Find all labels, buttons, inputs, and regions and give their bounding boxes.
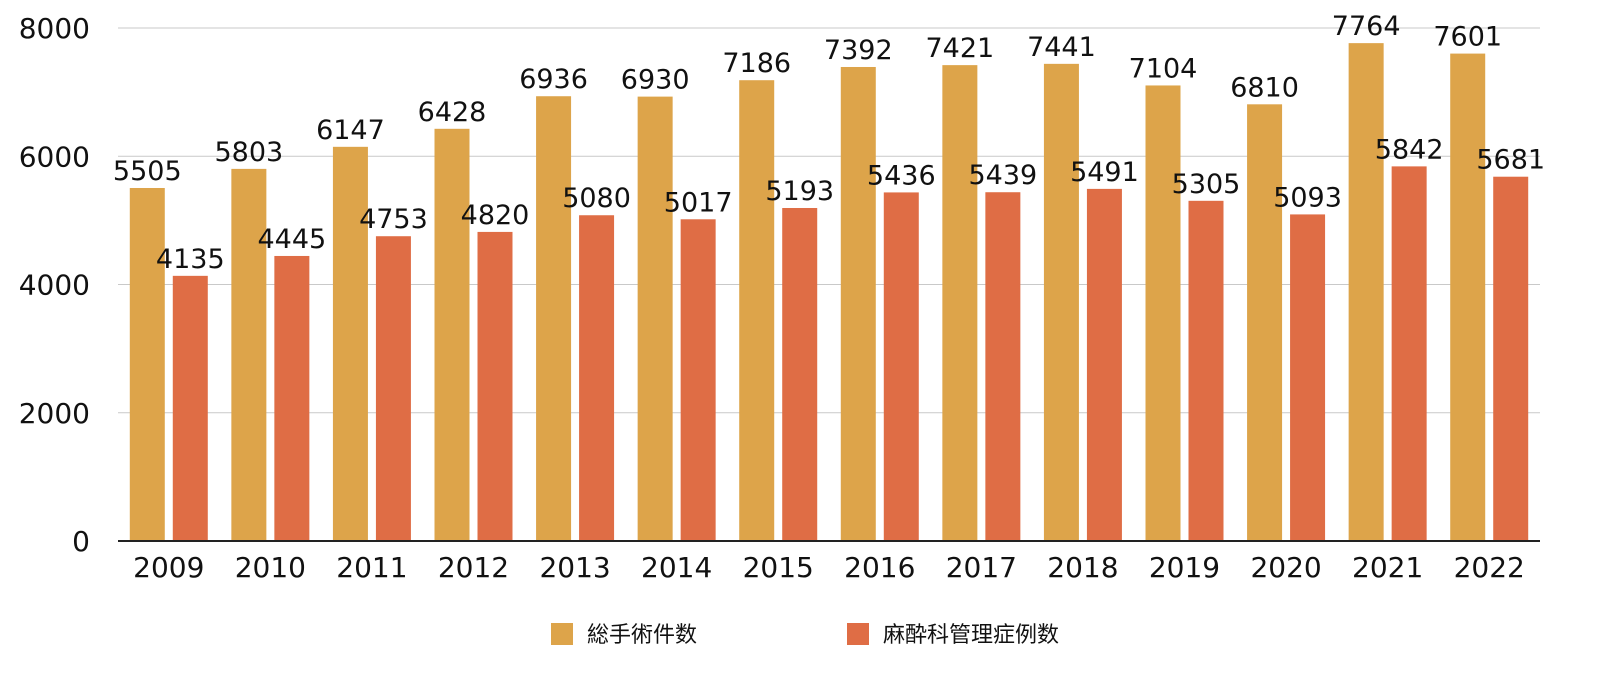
bar-total-surgeries	[840, 66, 876, 541]
bar-anesthesia-cases	[1391, 166, 1427, 541]
bar-anesthesia-cases	[172, 275, 208, 541]
x-tick-label: 2016	[844, 551, 915, 584]
x-tick-label: 2013	[539, 551, 610, 584]
data-label-anesthesia-cases: 5842	[1375, 134, 1444, 165]
bar-total-surgeries	[536, 96, 572, 541]
data-label-total-surgeries: 7764	[1332, 11, 1401, 42]
data-label-total-surgeries: 7104	[1129, 53, 1198, 84]
bar-total-surgeries	[1043, 63, 1079, 541]
data-label-anesthesia-cases: 5093	[1273, 182, 1342, 213]
data-label-total-surgeries: 7421	[925, 33, 994, 64]
x-tick-label: 2012	[438, 551, 509, 584]
data-label-anesthesia-cases: 4445	[257, 224, 326, 255]
x-tick-label: 2010	[235, 551, 306, 584]
bar-anesthesia-cases	[1086, 188, 1122, 541]
bar-total-surgeries	[942, 65, 978, 542]
bar-total-surgeries	[434, 128, 470, 541]
legend-swatch-total-surgeries	[551, 623, 573, 645]
y-tick-label: 8000	[19, 12, 90, 45]
bar-anesthesia-cases	[1188, 200, 1224, 541]
data-label-total-surgeries: 7441	[1027, 32, 1096, 63]
x-tick-label: 2018	[1047, 551, 1118, 584]
data-label-anesthesia-cases: 4135	[156, 244, 225, 275]
x-tick-label: 2019	[1149, 551, 1220, 584]
x-tick-label: 2020	[1250, 551, 1321, 584]
data-label-anesthesia-cases: 5080	[562, 183, 631, 214]
bar-anesthesia-cases	[579, 215, 615, 541]
x-tick-label: 2015	[743, 551, 814, 584]
bars	[129, 43, 1529, 542]
data-label-anesthesia-cases: 5491	[1070, 157, 1139, 188]
data-label-anesthesia-cases: 5681	[1476, 145, 1545, 176]
legend-swatch-anesthesia-cases	[847, 623, 869, 645]
x-tick-label: 2021	[1352, 551, 1423, 584]
y-tick-label: 6000	[19, 140, 90, 173]
data-label-total-surgeries: 7601	[1433, 22, 1502, 53]
legend-label-total-surgeries: 総手術件数	[587, 623, 697, 648]
bar-anesthesia-cases	[883, 192, 919, 541]
data-label-anesthesia-cases: 4820	[461, 200, 530, 231]
bar-anesthesia-cases	[375, 236, 411, 542]
legend: 総手術件数 麻酔科管理症例数	[551, 623, 1059, 648]
bar-anesthesia-cases	[477, 231, 513, 542]
data-label-anesthesia-cases: 5439	[968, 160, 1037, 191]
y-axis-tick-labels: 0 2000 4000 6000 8000	[19, 12, 90, 558]
data-label-total-surgeries: 5803	[214, 137, 283, 168]
data-label-total-surgeries: 7392	[824, 35, 893, 66]
bar-total-surgeries	[1348, 43, 1384, 542]
bar-total-surgeries	[637, 96, 673, 542]
data-label-total-surgeries: 5505	[113, 156, 182, 187]
data-label-total-surgeries: 6428	[418, 97, 487, 128]
data-label-total-surgeries: 7186	[722, 48, 791, 79]
data-label-total-surgeries: 6147	[316, 115, 385, 146]
data-label-anesthesia-cases: 5193	[765, 176, 834, 207]
bar-anesthesia-cases	[680, 219, 716, 541]
data-label-anesthesia-cases: 5017	[664, 187, 733, 218]
bar-anesthesia-cases	[274, 255, 310, 542]
y-tick-label: 0	[72, 525, 90, 558]
y-tick-label: 4000	[19, 269, 90, 302]
bar-anesthesia-cases	[985, 192, 1021, 541]
bar-total-surgeries	[332, 146, 368, 542]
bar-anesthesia-cases	[1493, 176, 1529, 541]
data-label-total-surgeries: 6930	[621, 65, 690, 96]
bar-total-surgeries	[739, 80, 775, 541]
bar-anesthesia-cases	[782, 207, 818, 541]
bar-total-surgeries	[1450, 53, 1486, 541]
x-tick-label: 2022	[1454, 551, 1525, 584]
data-label-total-surgeries: 6810	[1230, 72, 1299, 103]
bar-total-surgeries	[231, 168, 267, 541]
x-tick-label: 2009	[133, 551, 204, 584]
x-tick-label: 2014	[641, 551, 712, 584]
x-tick-label: 2011	[336, 551, 407, 584]
data-label-total-surgeries: 6936	[519, 64, 588, 95]
bar-anesthesia-cases	[1290, 214, 1326, 541]
data-labels: 5505 4135 5803 4445 6147 4753 6428 4820 6936 5080…	[113, 11, 1545, 275]
bar-total-surgeries	[1145, 85, 1181, 542]
x-axis-tick-labels: 2009 2010 2011 2012 2013 2014 2015 2016 2017 2018…	[133, 551, 1525, 584]
y-tick-label: 2000	[19, 397, 90, 430]
gridlines	[118, 27, 1540, 414]
data-label-anesthesia-cases: 5436	[867, 160, 936, 191]
bar-total-surgeries	[129, 187, 165, 541]
bar-total-surgeries	[1247, 104, 1283, 541]
data-label-anesthesia-cases: 4753	[359, 204, 428, 235]
x-tick-label: 2017	[946, 551, 1017, 584]
data-label-anesthesia-cases: 5305	[1172, 169, 1241, 200]
legend-label-anesthesia-cases: 麻酔科管理症例数	[883, 623, 1059, 648]
